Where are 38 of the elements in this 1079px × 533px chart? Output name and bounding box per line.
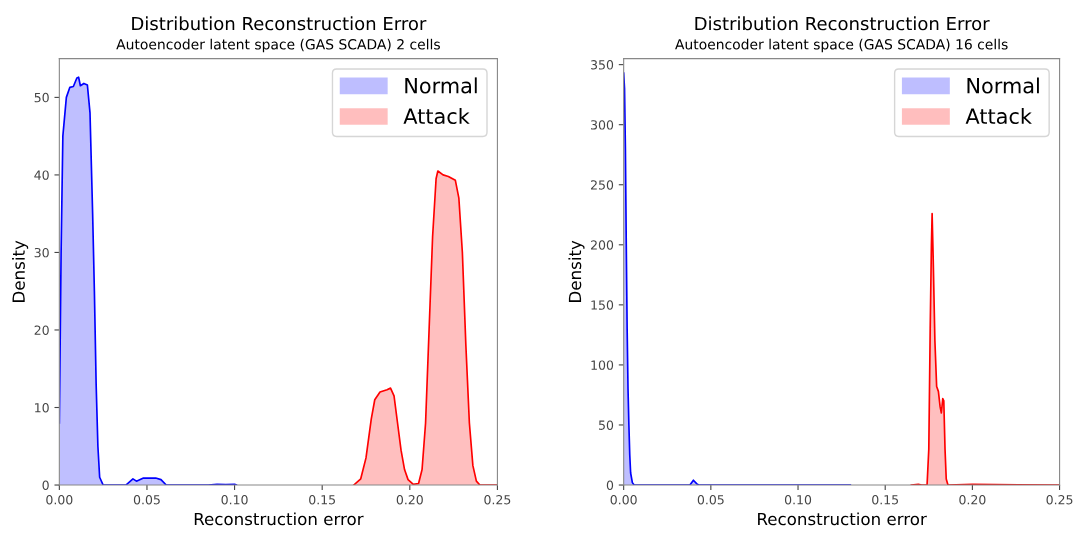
x-tick-label: 0.05: [133, 494, 160, 505]
x-tick-label: 0.05: [697, 494, 724, 505]
x-tick-label: 0.10: [221, 494, 248, 505]
y-tick-label: 50: [599, 420, 614, 430]
x-tick-label: 0.20: [959, 494, 986, 505]
y-tick-label: 250: [591, 180, 614, 190]
x-tick-label: 0.10: [784, 494, 812, 505]
chart-title: Distribution Reconstruction Error: [132, 16, 427, 31]
legend-label: Normal: [405, 77, 477, 94]
x-tick-label: 0.00: [610, 494, 637, 505]
y-tick-label: 100: [591, 360, 614, 370]
chart-title: Distribution Reconstruction Error: [695, 16, 990, 31]
y-tick-label: 0: [42, 480, 49, 490]
y-axis-title: Density: [12, 240, 29, 302]
x-axis-title: Reconstruction error: [758, 512, 927, 526]
y-tick-label: 40: [34, 170, 49, 180]
y-tick-label: 20: [34, 325, 49, 335]
x-tick-label: 0.00: [46, 494, 73, 505]
legend-label: Attack: [965, 107, 1032, 125]
x-axis-title: Reconstruction error: [194, 512, 364, 526]
y-tick-label: 350: [591, 60, 614, 70]
x-tick-label: 0.20: [396, 494, 423, 505]
x-tick-label: 0.15: [872, 494, 899, 505]
y-tick-label: 10: [35, 402, 49, 413]
x-tick-label: 0.15: [309, 494, 336, 505]
y-tick-label: 0: [606, 480, 614, 490]
chart-subtitle: Autoencoder latent space (GAS SCADA) 2 cells: [116, 38, 440, 53]
y-axis-title: Density: [568, 240, 585, 302]
y-tick-label: 150: [591, 300, 614, 310]
x-tick-label: 0.25: [484, 494, 511, 505]
legend-label: Attack: [403, 107, 470, 125]
y-tick-label: 300: [591, 120, 614, 130]
x-tick-label: 0.25: [1046, 494, 1073, 505]
y-tick-label: 200: [591, 240, 614, 250]
legend-label: Normal: [967, 77, 1039, 94]
y-tick-label: 50: [34, 92, 49, 103]
y-tick-label: 30: [34, 247, 49, 258]
chart-subtitle: Autoencoder latent space (GAS SCADA) 16 cells: [675, 38, 1008, 53]
